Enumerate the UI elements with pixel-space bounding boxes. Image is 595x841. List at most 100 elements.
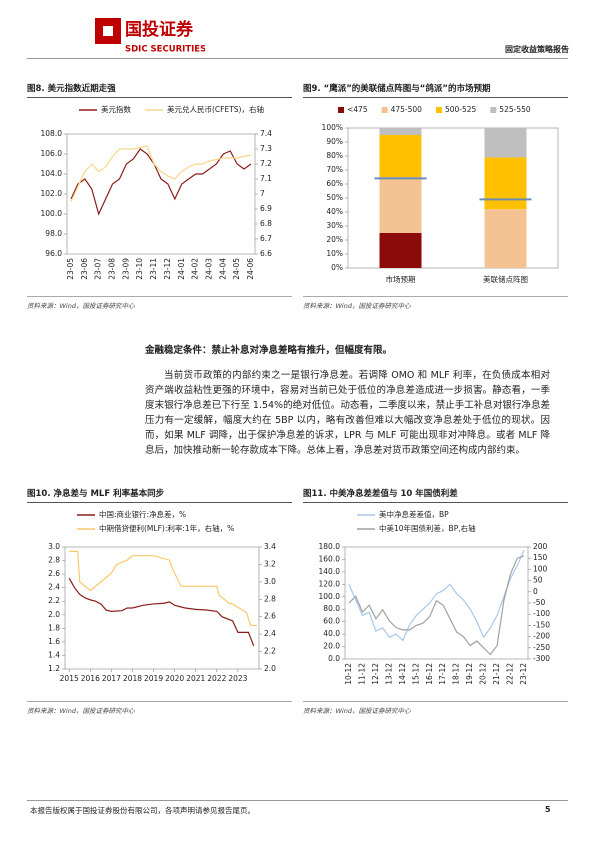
y2-tick-label: -200 — [533, 632, 550, 641]
line-series — [348, 549, 525, 642]
x-tick-label: 23-06 — [80, 258, 89, 280]
figure-title: 图11. 中美净息差差值与 10 年国债利差 — [303, 487, 568, 503]
y2-tick-label: 7.1 — [260, 174, 272, 183]
x-tick-label: 11-12 — [357, 663, 366, 685]
line-series — [69, 550, 257, 627]
y-tick-label: 0.0 — [328, 654, 340, 663]
x-tick-label: 18-12 — [452, 663, 461, 685]
x-tick-label: 23-05 — [66, 258, 75, 280]
legend-label: 美中净息差差值，BP — [379, 509, 449, 519]
legend-label: 中美10年国债利差，BP,右轴 — [379, 523, 476, 533]
x-tick-label: 2016 — [81, 674, 100, 683]
legend-label: 525-550 — [499, 105, 531, 114]
legend-swatch — [490, 107, 497, 113]
x-tick-label: 13-12 — [384, 663, 393, 685]
y2-tick-label: 2.6 — [264, 612, 276, 621]
y2-tick-label: -250 — [533, 643, 550, 652]
chart: 0% 10% 20% 30% 40% 50% 60% 70% 80% 90% 100% 市场预期 美联储… — [322, 105, 559, 284]
figure-title: 图8. 美元指数近期走强 — [27, 82, 292, 98]
figure-source: 资料来源：Wind，国投证券研究中心 — [303, 296, 568, 310]
bar-segment — [379, 128, 422, 135]
bar-segment — [484, 209, 527, 268]
y-tick-label: 0% — [331, 263, 343, 272]
y-tick-label: 2.8 — [48, 556, 60, 565]
y2-tick-label: 3.2 — [264, 559, 276, 568]
y2-tick-label: 7.3 — [260, 144, 272, 153]
chart: 1.2 1.4 1.6 1.8 2.0 2.2 2.4 2.6 2.8 3.0 2.0 2.2 2.4 2… — [48, 509, 276, 683]
x-tick-label: 24-06 — [246, 258, 255, 280]
page-number: 5 — [545, 805, 551, 814]
chart: 96.0 98.0 100.0 102.0 104.0 106.0 108.0 6.6 6.7 6… — [41, 104, 273, 280]
x-tick-label: 12-12 — [371, 663, 380, 685]
legend-label: 475-500 — [391, 105, 423, 114]
legend-swatch — [338, 107, 344, 113]
y-tick-label: 70% — [326, 165, 343, 174]
y2-tick-label: 6.6 — [260, 249, 272, 258]
x-tick-label: 2019 — [144, 674, 163, 683]
y-tick-label: 98.0 — [45, 229, 62, 238]
x-tick-label: 21-12 — [492, 663, 501, 685]
y-tick-label: 40% — [326, 207, 343, 216]
line-series — [68, 577, 255, 647]
line-series — [70, 145, 252, 202]
y-tick-label: 160.0 — [319, 554, 341, 563]
y-tick-label: 100.0 — [41, 209, 63, 218]
x-tick-label: 2021 — [186, 674, 205, 683]
x-tick-label: 16-12 — [425, 663, 434, 685]
y2-tick-label: 2.8 — [264, 594, 276, 603]
x-tick-label: 23-11 — [149, 258, 158, 280]
y2-tick-label: 0 — [533, 587, 538, 596]
y2-tick-label: -50 — [533, 598, 545, 607]
y-tick-label: 1.2 — [48, 664, 60, 673]
x-tick-label: 24-02 — [191, 258, 200, 280]
legend-label: 美元指数 — [101, 104, 131, 114]
x-tick-label: 市场预期 — [386, 274, 416, 284]
y-tick-label: 90% — [326, 137, 343, 146]
y2-tick-label: 100 — [533, 564, 548, 573]
x-tick-label: 22-12 — [506, 663, 515, 685]
line-series — [348, 555, 525, 656]
bar-segment — [484, 157, 527, 210]
y-tick-label: 2.2 — [48, 596, 60, 605]
x-tick-label: 24-01 — [177, 258, 186, 280]
y2-tick-label: 150 — [533, 553, 548, 562]
x-tick-label: 24-04 — [218, 258, 227, 280]
plot-frame — [64, 546, 260, 670]
y2-tick-label: 6.7 — [260, 234, 272, 243]
x-tick-label: 美联储点阵图 — [483, 274, 528, 284]
x-tick-label: 23-07 — [94, 258, 103, 280]
y2-tick-label: 3.0 — [264, 577, 276, 586]
y-tick-label: 140.0 — [319, 567, 341, 576]
y2-tick-label: 7.2 — [260, 159, 272, 168]
logo: 国投证券 SDIC SECURITIES — [95, 18, 205, 55]
y-tick-label: 1.8 — [48, 623, 60, 632]
x-tick-label: 2015 — [60, 674, 79, 683]
y-tick-label: 20.0 — [323, 642, 340, 651]
logo-mark-inner — [103, 26, 113, 36]
x-tick-label: 2017 — [102, 674, 121, 683]
x-tick-label: 10-12 — [344, 663, 353, 685]
figure-source: 资料来源：Wind，国投证券研究中心 — [27, 701, 292, 715]
line-series — [70, 148, 252, 216]
x-tick-label: 24-05 — [232, 258, 241, 280]
y-tick-label: 10% — [326, 249, 343, 258]
y-tick-label: 2.0 — [48, 610, 60, 619]
legend-swatch — [435, 107, 442, 113]
y-tick-label: 2.6 — [48, 569, 60, 578]
figure-title: 图10. 净息差与 MLF 利率基本同步 — [27, 487, 292, 503]
x-tick-label: 2023 — [228, 674, 247, 683]
x-tick-label: 17-12 — [438, 663, 447, 685]
report-type: 固定收益策略报告 — [505, 45, 569, 54]
legend-label: 500-525 — [445, 105, 477, 114]
x-tick-label: 23-12 — [519, 663, 528, 685]
y2-tick-label: 2.4 — [264, 629, 276, 638]
x-tick-label: 23-10 — [135, 258, 144, 280]
y-tick-label: 2.4 — [48, 583, 60, 592]
y-tick-label: 50% — [326, 193, 343, 202]
x-tick-label: 23-08 — [108, 258, 117, 280]
y-tick-label: 100% — [322, 123, 343, 132]
y-tick-label: 60% — [326, 179, 343, 188]
y2-tick-label: -150 — [533, 620, 550, 629]
plot-frame — [344, 546, 529, 660]
paragraph: 当前货币政策的内部约束之一是银行净息差。若调降 OMO 和 MLF 利率，在负债… — [145, 370, 550, 456]
